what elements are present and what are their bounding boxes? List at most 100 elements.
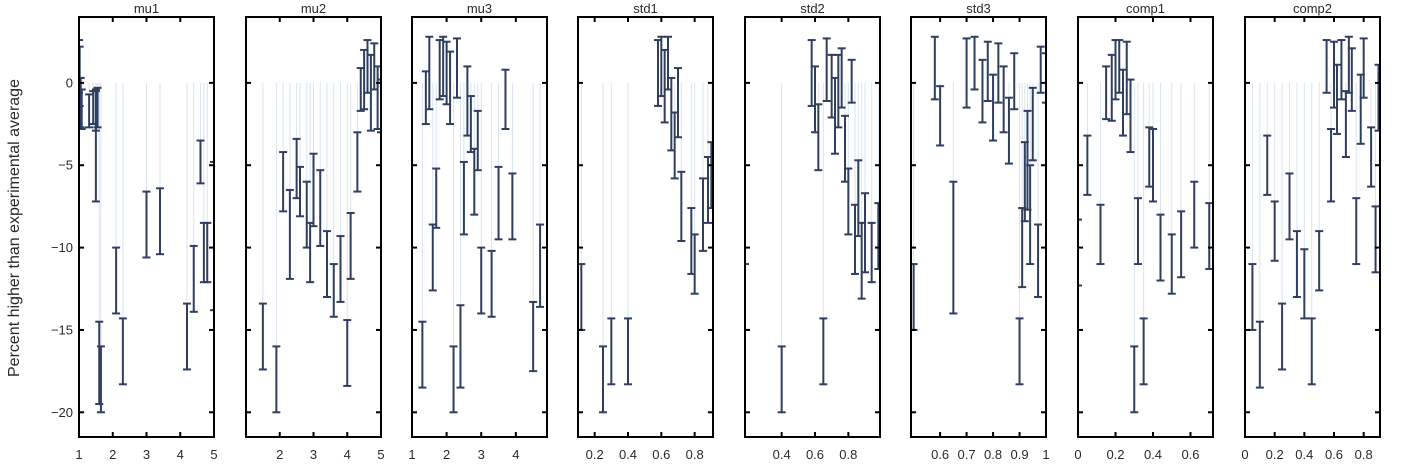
- error-bar: [936, 85, 945, 147]
- error-bar: [1285, 172, 1294, 241]
- error-bar: [1130, 345, 1139, 414]
- panel-title: std2: [800, 1, 825, 16]
- error-bar: [1083, 134, 1092, 196]
- error-bar: [1190, 180, 1199, 249]
- error-bar: [1122, 40, 1131, 116]
- error-bar: [674, 67, 682, 139]
- error-bar: [428, 223, 437, 292]
- error-bar: [203, 221, 212, 284]
- x-tick-label: 1: [408, 447, 415, 462]
- error-bar: [336, 235, 345, 303]
- panel-frame: [744, 16, 881, 438]
- error-bar: [844, 167, 853, 236]
- error-bar: [79, 76, 85, 129]
- x-tick-label: 0.8: [984, 447, 1002, 462]
- error-bar: [183, 302, 191, 371]
- x-tick-label: 3: [478, 447, 485, 462]
- error-bar: [690, 233, 699, 295]
- error-bar: [1119, 68, 1127, 137]
- x-tick-label: 0: [1241, 447, 1248, 462]
- x-tick-label: 0.4: [619, 447, 637, 462]
- error-bar: [1270, 200, 1279, 262]
- error-bar: [1126, 78, 1135, 154]
- error-bar: [112, 246, 121, 315]
- error-bar: [1371, 205, 1380, 274]
- plot-area: [258, 39, 381, 414]
- error-bar: [1347, 47, 1356, 112]
- panel-title: comp1: [1126, 1, 1165, 16]
- error-bar: [453, 37, 461, 99]
- x-tick-label: 3: [143, 447, 150, 462]
- error-bar: [777, 345, 786, 414]
- panel-frame: [910, 16, 1047, 438]
- plot-area: [911, 35, 1046, 386]
- panel-title: mu3: [467, 1, 492, 16]
- error-bar: [425, 35, 434, 111]
- panel-frame: [411, 16, 548, 438]
- error-bar: [196, 139, 205, 185]
- error-bar: [473, 109, 482, 172]
- error-bar: [699, 177, 707, 252]
- error-bar: [1107, 53, 1116, 122]
- panel-title: mu1: [134, 1, 159, 16]
- x-tick-label: 2: [109, 447, 116, 462]
- panels: 1 2 3 4 5 mu1 0 −5 −10 −15 −20 2 3 4 5 mu2 1 2 3 4 mu3 0.2 0.4…: [51, 1, 1381, 462]
- panel-std1: 0.2 0.4 0.6 0.8 std1: [577, 1, 714, 462]
- error-bar: [279, 151, 288, 213]
- error-bar: [874, 202, 880, 270]
- error-bar: [258, 302, 267, 371]
- panel-frame: [1077, 16, 1214, 438]
- x-tick-label: 0.2: [586, 447, 604, 462]
- error-bar: [1322, 39, 1331, 94]
- error-bar: [962, 37, 971, 109]
- x-tick-label: 0: [1074, 447, 1081, 462]
- x-tick-label: 0.6: [652, 447, 670, 462]
- error-bar: [477, 246, 486, 315]
- x-tick-label: 0.2: [1266, 447, 1284, 462]
- error-bar: [456, 304, 465, 389]
- error-bar: [1115, 39, 1124, 94]
- error-bar: [536, 223, 545, 308]
- panel-std2: 0.4 0.6 0.8 std2: [744, 1, 881, 462]
- error-bar: [1042, 52, 1046, 104]
- x-tick-label: 0.4: [773, 447, 791, 462]
- error-bar: [285, 188, 294, 280]
- plot-area: [745, 37, 880, 414]
- panel-mu2: 2 3 4 5 mu2: [245, 1, 385, 462]
- error-bar: [607, 317, 616, 386]
- error-bar: [459, 160, 468, 236]
- x-tick-label: 5: [210, 447, 217, 462]
- y-tick-label: −20: [51, 405, 73, 420]
- error-bar: [1359, 37, 1368, 99]
- error-bar: [93, 86, 102, 129]
- error-bar: [822, 37, 831, 102]
- error-bar: [861, 192, 869, 274]
- error-bar: [449, 345, 458, 414]
- error-bar: [1367, 126, 1376, 188]
- error-bar: [1255, 320, 1264, 389]
- error-bar: [837, 47, 846, 109]
- error-bar: [1337, 39, 1346, 101]
- error-bar: [1177, 210, 1186, 279]
- panel-frame: [1244, 16, 1381, 438]
- x-tick-label: 4: [177, 447, 184, 462]
- x-tick-label: 0.8: [839, 447, 857, 462]
- x-tick-label: 0.9: [1010, 447, 1028, 462]
- x-tick-label: 1: [1042, 447, 1049, 462]
- error-bar: [1352, 197, 1361, 266]
- error-bar: [508, 172, 517, 241]
- error-bar: [1167, 233, 1176, 295]
- error-bar: [309, 152, 318, 228]
- error-bar: [1004, 96, 1013, 165]
- error-bar: [1263, 134, 1272, 196]
- error-bar: [296, 165, 304, 218]
- y-tick-label: −15: [51, 322, 73, 337]
- error-bar: [1248, 263, 1257, 331]
- error-bar: [346, 212, 355, 280]
- error-bar: [978, 58, 987, 124]
- x-tick-label: 0.6: [931, 447, 949, 462]
- panel-mu3: 1 2 3 4 mu3: [408, 1, 548, 462]
- error-bar: [1315, 230, 1324, 292]
- y-tick-label: −5: [58, 158, 73, 173]
- error-bar: [377, 78, 381, 134]
